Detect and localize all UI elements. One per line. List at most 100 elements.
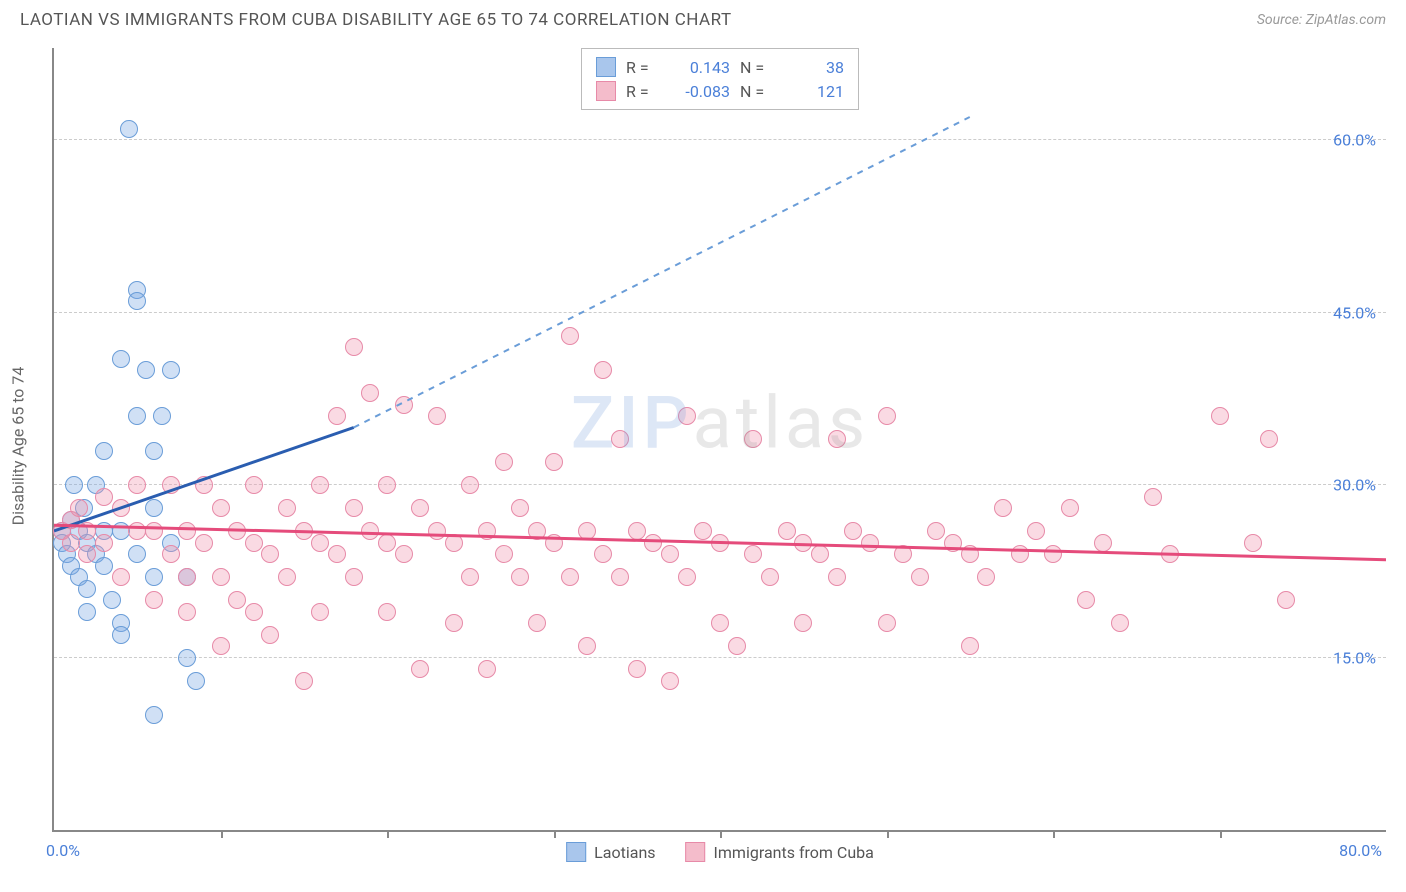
data-point-cuba — [495, 545, 513, 563]
data-point-cuba — [62, 511, 80, 529]
data-point-cuba — [345, 338, 363, 356]
data-point-cuba — [345, 499, 363, 517]
data-point-cuba — [78, 545, 96, 563]
data-point-cuba — [478, 522, 496, 540]
data-point-cuba — [62, 534, 80, 552]
data-point-cuba — [128, 476, 146, 494]
data-point-laotians — [120, 120, 138, 138]
data-point-cuba — [378, 534, 396, 552]
data-point-cuba — [145, 522, 163, 540]
data-point-cuba — [927, 522, 945, 540]
data-point-cuba — [728, 637, 746, 655]
data-point-cuba — [112, 568, 130, 586]
data-point-cuba — [1044, 545, 1062, 563]
data-point-cuba — [245, 476, 263, 494]
data-point-cuba — [661, 672, 679, 690]
data-point-laotians — [162, 534, 180, 552]
data-point-cuba — [545, 534, 563, 552]
y-tick-label: 15.0% — [1333, 648, 1376, 667]
data-point-cuba — [1027, 522, 1045, 540]
data-point-cuba — [1244, 534, 1262, 552]
stats-legend: R = 0.143 N = 38 R = -0.083 N = 121 — [581, 48, 859, 110]
data-point-cuba — [878, 614, 896, 632]
data-point-laotians — [162, 361, 180, 379]
data-point-cuba — [128, 522, 146, 540]
data-point-cuba — [561, 327, 579, 345]
data-point-laotians — [112, 626, 130, 644]
data-point-cuba — [994, 499, 1012, 517]
data-point-cuba — [378, 603, 396, 621]
data-point-laotians — [62, 557, 80, 575]
gridline — [54, 484, 1386, 485]
data-point-laotians — [87, 545, 105, 563]
data-point-cuba — [761, 568, 779, 586]
data-point-cuba — [578, 522, 596, 540]
data-point-cuba — [611, 430, 629, 448]
data-point-cuba — [961, 545, 979, 563]
stats-row-cuba: R = -0.083 N = 121 — [596, 79, 844, 103]
x-tick — [1220, 830, 1222, 838]
data-point-cuba — [162, 476, 180, 494]
data-point-laotians — [187, 672, 205, 690]
data-point-cuba — [328, 407, 346, 425]
data-point-laotians — [62, 511, 80, 529]
chart-plot: ZIPatlas R = 0.143 N = 38 R = -0.083 N =… — [54, 48, 1386, 830]
data-point-cuba — [644, 534, 662, 552]
data-point-cuba — [212, 637, 230, 655]
data-point-laotians — [112, 350, 130, 368]
y-tick-label: 60.0% — [1333, 131, 1376, 150]
data-point-laotians — [95, 522, 113, 540]
data-point-cuba — [478, 660, 496, 678]
data-point-cuba — [261, 626, 279, 644]
data-point-cuba — [828, 568, 846, 586]
data-point-laotians — [112, 522, 130, 540]
data-point-cuba — [977, 568, 995, 586]
y-axis-title: Disability Age 65 to 74 — [9, 367, 28, 526]
data-point-cuba — [1144, 488, 1162, 506]
data-point-laotians — [58, 545, 76, 563]
data-point-cuba — [245, 603, 263, 621]
data-point-cuba — [278, 568, 296, 586]
data-point-cuba — [178, 568, 196, 586]
data-point-cuba — [911, 568, 929, 586]
data-point-laotians — [178, 568, 196, 586]
data-point-cuba — [445, 614, 463, 632]
data-point-laotians — [53, 522, 71, 540]
data-point-cuba — [278, 499, 296, 517]
data-point-cuba — [95, 488, 113, 506]
data-point-laotians — [128, 292, 146, 310]
data-point-cuba — [1211, 407, 1229, 425]
swatch-icon — [686, 842, 706, 862]
data-point-cuba — [1161, 545, 1179, 563]
data-point-cuba — [261, 545, 279, 563]
data-point-cuba — [1094, 534, 1112, 552]
data-point-cuba — [961, 637, 979, 655]
data-point-laotians — [103, 591, 121, 609]
data-point-cuba — [578, 637, 596, 655]
stats-row-laotians: R = 0.143 N = 38 — [596, 55, 844, 79]
data-point-cuba — [228, 591, 246, 609]
data-point-cuba — [628, 522, 646, 540]
x-axis-min-label: 0.0% — [46, 841, 80, 860]
data-point-cuba — [1011, 545, 1029, 563]
data-point-cuba — [744, 545, 762, 563]
data-point-cuba — [328, 545, 346, 563]
data-point-cuba — [245, 534, 263, 552]
data-point-cuba — [195, 534, 213, 552]
data-point-cuba — [461, 568, 479, 586]
trend-lines — [54, 48, 1386, 830]
data-point-cuba — [594, 361, 612, 379]
data-point-cuba — [53, 522, 71, 540]
data-point-cuba — [162, 545, 180, 563]
data-point-cuba — [145, 591, 163, 609]
data-point-cuba — [828, 430, 846, 448]
watermark: ZIPatlas — [571, 381, 869, 466]
y-tick-label: 30.0% — [1333, 476, 1376, 495]
data-point-cuba — [411, 499, 429, 517]
data-point-cuba — [678, 407, 696, 425]
data-point-laotians — [145, 442, 163, 460]
data-point-cuba — [95, 534, 113, 552]
data-point-cuba — [378, 476, 396, 494]
data-point-cuba — [212, 499, 230, 517]
data-point-cuba — [311, 603, 329, 621]
